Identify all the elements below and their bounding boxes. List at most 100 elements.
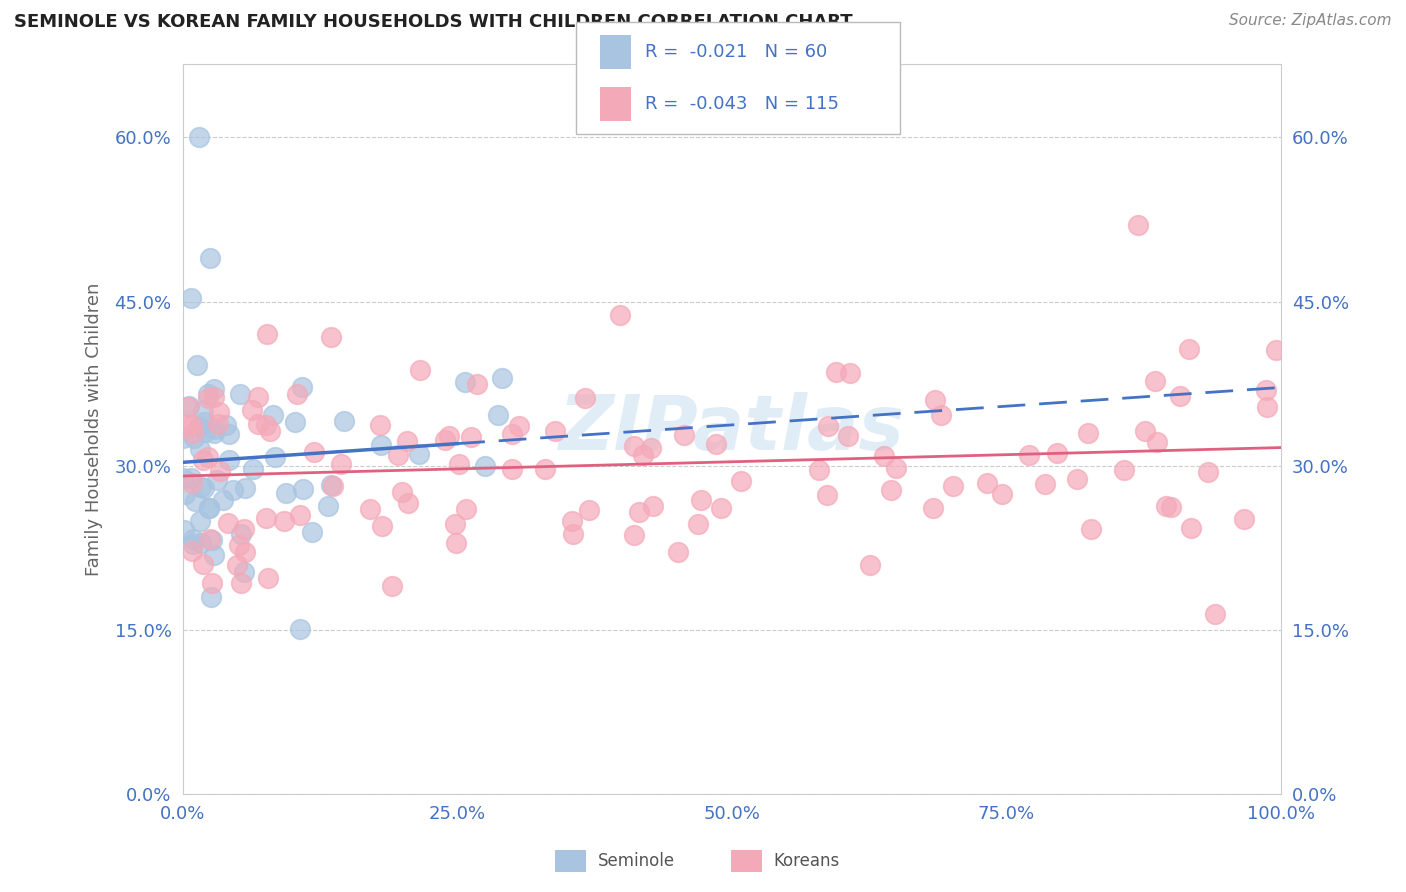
Point bbox=[208, 404, 231, 418]
Point bbox=[330, 457, 353, 471]
Point bbox=[198, 251, 221, 265]
Point bbox=[291, 380, 314, 394]
Point bbox=[1018, 448, 1040, 462]
Point bbox=[825, 365, 848, 379]
Point bbox=[172, 431, 194, 445]
Point bbox=[929, 409, 952, 423]
Point bbox=[176, 417, 198, 432]
Point bbox=[322, 479, 344, 493]
Point bbox=[460, 430, 482, 444]
Point bbox=[197, 450, 219, 464]
Point bbox=[501, 427, 523, 442]
Point bbox=[623, 528, 645, 542]
Point bbox=[434, 434, 457, 448]
Point bbox=[257, 571, 280, 585]
Point bbox=[839, 366, 862, 380]
Point bbox=[316, 499, 339, 513]
Point bbox=[561, 514, 583, 528]
Text: Koreans: Koreans bbox=[773, 852, 839, 871]
Point bbox=[201, 533, 224, 547]
Point bbox=[201, 575, 224, 590]
Point bbox=[1033, 477, 1056, 491]
Point bbox=[218, 427, 240, 442]
Point bbox=[609, 308, 631, 322]
Point bbox=[666, 544, 689, 558]
Point bbox=[1080, 522, 1102, 536]
Point bbox=[454, 375, 477, 389]
Point bbox=[190, 536, 212, 550]
Point bbox=[228, 538, 250, 552]
Point bbox=[561, 526, 583, 541]
Point bbox=[181, 544, 204, 558]
Point bbox=[508, 419, 530, 434]
Point bbox=[408, 447, 430, 461]
Point bbox=[183, 536, 205, 550]
Point bbox=[240, 402, 263, 417]
Point bbox=[254, 511, 277, 525]
Point bbox=[181, 425, 204, 440]
Y-axis label: Family Households with Children: Family Households with Children bbox=[86, 283, 103, 576]
Point bbox=[1046, 446, 1069, 460]
Point bbox=[1204, 607, 1226, 622]
Point bbox=[200, 590, 222, 604]
Point bbox=[256, 326, 278, 341]
Text: ZIPatlas: ZIPatlas bbox=[558, 392, 904, 467]
Point bbox=[194, 425, 217, 439]
Point bbox=[211, 493, 233, 508]
Point bbox=[291, 482, 314, 496]
Point bbox=[214, 417, 236, 432]
Point bbox=[259, 424, 281, 438]
Point bbox=[197, 501, 219, 516]
Point bbox=[396, 434, 419, 448]
Point bbox=[274, 486, 297, 500]
Point bbox=[859, 558, 882, 573]
Point bbox=[225, 558, 247, 572]
Point bbox=[321, 330, 343, 344]
Point bbox=[396, 496, 419, 510]
Point bbox=[190, 479, 212, 493]
Point bbox=[710, 501, 733, 516]
Point bbox=[188, 130, 211, 145]
Point bbox=[730, 474, 752, 488]
Point bbox=[544, 425, 567, 439]
Point bbox=[501, 461, 523, 475]
Point bbox=[229, 575, 252, 590]
Point bbox=[172, 471, 194, 485]
Point bbox=[190, 514, 212, 528]
Point bbox=[465, 376, 488, 391]
Point bbox=[631, 448, 654, 462]
Point bbox=[359, 501, 381, 516]
Point bbox=[474, 458, 496, 473]
Point bbox=[247, 417, 270, 431]
Point bbox=[688, 517, 710, 532]
Point bbox=[1144, 374, 1167, 388]
Point bbox=[173, 487, 195, 501]
Point bbox=[180, 476, 202, 491]
Point bbox=[180, 417, 202, 432]
Point bbox=[202, 548, 225, 562]
Point bbox=[491, 371, 513, 385]
Point bbox=[202, 425, 225, 440]
Point bbox=[815, 488, 838, 502]
Text: Source: ZipAtlas.com: Source: ZipAtlas.com bbox=[1229, 13, 1392, 29]
Point bbox=[1254, 383, 1277, 397]
Point bbox=[807, 463, 830, 477]
Point bbox=[233, 544, 256, 558]
Point bbox=[534, 462, 557, 476]
Point bbox=[204, 422, 226, 436]
Point bbox=[942, 479, 965, 493]
Point bbox=[290, 622, 312, 636]
Text: Seminole: Seminole bbox=[598, 852, 675, 871]
Point bbox=[880, 483, 903, 497]
Point bbox=[368, 418, 391, 433]
Point bbox=[191, 557, 214, 571]
Point bbox=[1180, 521, 1202, 535]
Point bbox=[333, 414, 356, 428]
Point bbox=[222, 483, 245, 497]
Point bbox=[173, 523, 195, 537]
Point bbox=[976, 475, 998, 490]
Point bbox=[370, 518, 392, 533]
Point bbox=[921, 500, 943, 515]
Point bbox=[1066, 472, 1088, 486]
Point bbox=[447, 457, 470, 471]
